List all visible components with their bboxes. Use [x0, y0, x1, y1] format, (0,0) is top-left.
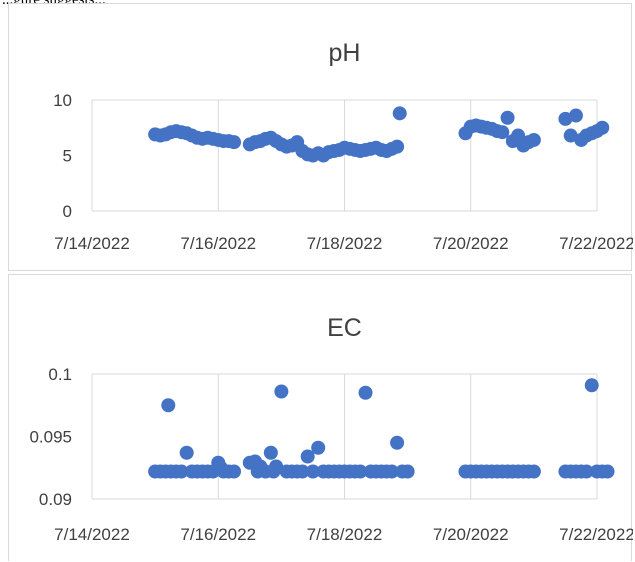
ph-chart-panel: pH 7/14/2022 7/16/2022 7/18/2022 7/20/2022 7/… — [8, 3, 633, 271]
ec-data-point — [600, 464, 615, 479]
ec-data-point — [305, 464, 320, 479]
ec-data-point — [390, 435, 405, 450]
ec-x-tick-label: 7/14/2022 — [54, 525, 130, 544]
ec-data-point — [384, 464, 399, 479]
ph-data-point — [390, 139, 405, 154]
ec-x-tick-label: 7/22/2022 — [559, 525, 633, 544]
ph-data-point — [392, 106, 407, 121]
ec-y-tick-label: 0.095 — [29, 428, 72, 447]
ec-data-point — [526, 464, 541, 479]
ec-x-tick-label: 7/20/2022 — [433, 525, 509, 544]
ph-y-tick-label: 10 — [53, 91, 72, 110]
ec-data-point — [300, 449, 315, 464]
ph-data-point — [500, 110, 515, 125]
ph-data-point — [563, 128, 578, 143]
ec-data-point — [579, 464, 594, 479]
ec-data-point — [161, 398, 176, 413]
ec-data-point — [311, 440, 326, 455]
ec-y-tick-label: 0.09 — [39, 490, 72, 509]
ec-x-tick-label: 7/16/2022 — [180, 525, 256, 544]
ph-data-point — [595, 120, 610, 135]
ec-data-point — [174, 464, 189, 479]
ph-y-tick-label: 0 — [63, 202, 72, 221]
ec-data-point — [179, 445, 194, 460]
ec-chart-title: EC — [327, 314, 362, 342]
ph-x-tick-label: 7/16/2022 — [180, 234, 256, 253]
ph-x-tick-label: 7/22/2022 — [559, 234, 633, 253]
ph-chart: pH 7/14/2022 7/16/2022 7/18/2022 7/20/2022 7/… — [53, 39, 633, 253]
ec-data-point — [358, 385, 373, 400]
ph-data-point — [227, 135, 242, 150]
ph-x-tick-label: 7/18/2022 — [307, 234, 383, 253]
ec-data-point — [400, 464, 415, 479]
ph-x-tick-label: 7/20/2022 — [433, 234, 509, 253]
ec-data-point — [295, 464, 310, 479]
ph-data-point — [568, 108, 583, 123]
ec-data-point — [269, 459, 284, 474]
ec-data-point — [353, 464, 368, 479]
ec-chart-panel: EC 7/14/2022 7/16/2022 7/18/2022 7/20/2022 7/… — [8, 274, 633, 561]
ph-data-point — [558, 111, 573, 126]
ph-y-tick-label: 5 — [63, 147, 72, 166]
ec-y-tick-label: 0.1 — [48, 365, 72, 384]
ec-data-point — [263, 445, 278, 460]
ph-data-point — [526, 132, 541, 147]
ec-data-point — [584, 378, 599, 393]
ec-chart: EC 7/14/2022 7/16/2022 7/18/2022 7/20/2022 7/… — [29, 314, 633, 544]
ec-x-tick-label: 7/18/2022 — [307, 525, 383, 544]
ec-data-point — [274, 384, 289, 399]
ph-chart-title: pH — [329, 39, 361, 67]
ph-data-point — [495, 125, 510, 140]
ec-data-point — [227, 464, 242, 479]
ph-x-tick-label: 7/14/2022 — [54, 234, 130, 253]
